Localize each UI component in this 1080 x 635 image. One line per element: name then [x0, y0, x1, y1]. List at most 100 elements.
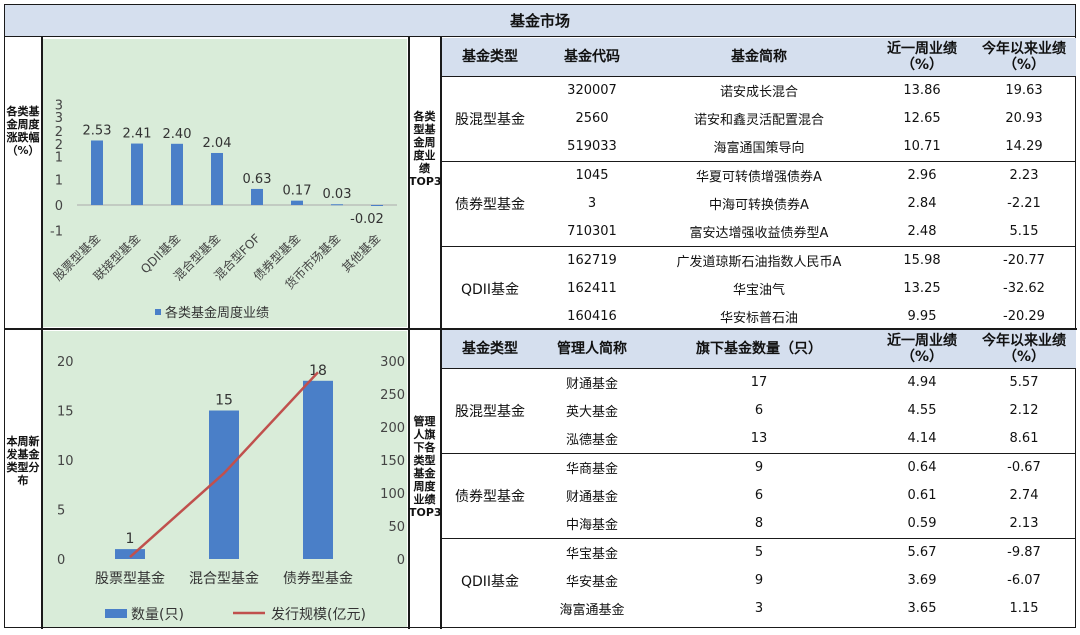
- section-divider: [5, 328, 1077, 330]
- new-fund-chart: 0 5 10 15 20 0 50 100 150 200 250 300 1 股票型基金 15 混合型基金 1…: [43, 331, 407, 627]
- cell-ytd: 5.15: [972, 217, 1076, 247]
- col-header: 旗下基金数量（只）: [646, 330, 872, 369]
- y-right-tick-label: 0: [397, 553, 405, 568]
- bar: [251, 188, 263, 205]
- y-left-tick-label: 15: [57, 405, 74, 420]
- cell-ytd: -0.67: [1007, 460, 1041, 475]
- cell-count: 9: [754, 460, 764, 475]
- col-header: 近一周业绩（%）: [872, 330, 972, 369]
- cell-ytd: -20.77: [1003, 253, 1045, 268]
- cell-ytd: -20.29: [1003, 309, 1045, 324]
- table-row: 股混型基金 财通基金 17 4.94 5.57: [442, 368, 1076, 454]
- cell-name: 中海可转换债券A: [709, 198, 809, 213]
- legend-swatch: [155, 309, 161, 315]
- y-right-tick-label: 50: [388, 520, 405, 535]
- cell-name: 华安标普石油: [719, 311, 798, 326]
- table-row: 财通基金 6 0.61 2.74: [442, 482, 1076, 510]
- column-divider: [408, 37, 410, 629]
- y-tick-label: 3: [55, 98, 63, 113]
- col-header: 基金类型: [442, 330, 538, 369]
- table-row: 中海基金 8 0.59 2.13: [442, 509, 1076, 539]
- manager-top3-table: 基金类型 管理人简称 旗下基金数量（只） 近一周业绩（%） 今年以来业绩（%） …: [442, 330, 1076, 623]
- table-row: 英大基金 6 4.55 2.12: [442, 397, 1076, 425]
- weekly-return-chart: -1 0 1 1 2 2 3 3 2.53 股票型基金 2.41 联接型基金 2.40 QDII基金 2.0…: [43, 39, 407, 327]
- cell-ytd: -32.62: [1003, 281, 1045, 296]
- x-tick-label: 债券型基金: [283, 570, 353, 587]
- column-divider: [440, 37, 442, 629]
- fund-type-cell: QDII基金: [460, 573, 520, 590]
- cell-week: 0.64: [907, 460, 937, 475]
- fund-type-cell: QDII基金: [460, 281, 520, 298]
- x-tick-label: 其他基金: [339, 231, 384, 276]
- y-left-tick-label: 20: [57, 355, 74, 370]
- cell-manager: 华宝基金: [565, 547, 618, 562]
- fund-type-cell: 股混型基金: [442, 368, 538, 454]
- cell-week: 15.98: [903, 253, 941, 268]
- data-label: 0.63: [243, 172, 272, 187]
- cell-ytd: 8.61: [972, 424, 1076, 454]
- table2-label: 管理人旗下各类型基金周度业绩TOP3: [409, 415, 442, 519]
- cell-count: 17: [750, 375, 768, 390]
- bar: [303, 380, 333, 559]
- y-tick-label: 2: [55, 138, 63, 153]
- cell-week: 4.14: [872, 424, 972, 454]
- cell-ytd: 14.29: [972, 132, 1076, 162]
- cell-count: 5: [754, 545, 764, 560]
- bar: [91, 140, 103, 205]
- legend-label: 各类基金周度业绩: [165, 305, 269, 321]
- cell-name: 广发道琼斯石油指数人民币A: [676, 255, 842, 270]
- weekly-return-chart-svg: -101122332.53股票型基金2.41联接型基金2.40QDII基金2.0…: [50, 98, 397, 321]
- cell-code: 2560: [575, 111, 609, 126]
- col-header: 基金类型: [442, 38, 538, 77]
- data-label: 2.04: [203, 136, 232, 151]
- x-tick-label: 股票型基金: [95, 570, 165, 587]
- cell-ytd: 2.12: [1009, 403, 1039, 418]
- data-label: 15: [215, 393, 233, 409]
- section1-label: 各类基金周度涨跌幅（%）: [6, 105, 40, 157]
- cell-code: 162411: [567, 281, 617, 296]
- table1-label: 各类型基金周度业绩TOP3: [409, 110, 442, 188]
- col-header: 基金简称: [646, 38, 872, 77]
- cell-code: 162719: [567, 253, 617, 268]
- cell-name: 诺安和鑫灵活配置混合: [693, 113, 824, 128]
- cell-ytd: 2.13: [972, 509, 1076, 539]
- cell-week: 0.61: [907, 488, 937, 503]
- col-header: 近一周业绩（%）: [872, 38, 972, 77]
- y-left-tick-label: 5: [57, 504, 65, 519]
- cell-name: 海富通国策导向: [646, 132, 872, 162]
- y-right-tick-label: 250: [380, 388, 405, 403]
- cell-code: 1045: [575, 168, 609, 183]
- cell-count: 6: [754, 488, 764, 503]
- issue-scale-line: [129, 371, 319, 558]
- cell-manager: 财通基金: [565, 490, 618, 505]
- cell-ytd: 19.63: [1005, 83, 1043, 98]
- cell-manager: 中海基金: [538, 509, 646, 539]
- cell-manager: 泓德基金: [538, 424, 646, 454]
- data-label: 0.17: [283, 184, 312, 199]
- page-title: 基金市场: [5, 5, 1075, 37]
- y-left-tick-label: 10: [57, 454, 74, 469]
- cell-ytd: 20.93: [1005, 111, 1043, 126]
- cell-code: 160416: [567, 309, 617, 324]
- cell-week: 10.71: [872, 132, 972, 162]
- cell-code: 519033: [538, 132, 646, 162]
- data-label: 0.03: [323, 187, 352, 202]
- fund-type-cell: 股混型基金: [442, 76, 538, 162]
- cell-count: 8: [646, 509, 872, 539]
- cell-ytd: -2.21: [1007, 196, 1041, 211]
- cell-manager: 英大基金: [565, 405, 618, 420]
- bar: [131, 143, 143, 205]
- cell-ytd: -6.07: [1007, 573, 1041, 588]
- table-row: 股混型基金 320007 诺安成长混合 13.86 19.63: [442, 76, 1076, 162]
- cell-name: 富安达增强收益债券型A: [646, 217, 872, 247]
- y-tick-label: -1: [50, 225, 63, 240]
- bar: [331, 204, 343, 206]
- table-row: 519033 海富通国策导向 10.71 14.29: [442, 132, 1076, 162]
- new-fund-chart-svg: 051015200501001502002503001股票型基金15混合型基金1…: [57, 355, 405, 623]
- cell-manager: 财通基金: [565, 377, 618, 392]
- bar: [209, 410, 239, 559]
- data-label: 2.41: [123, 127, 152, 142]
- table-row: 海富通基金 3 3.65 1.15: [442, 595, 1076, 623]
- bar: [115, 549, 145, 559]
- cell-code: 320007: [567, 83, 617, 98]
